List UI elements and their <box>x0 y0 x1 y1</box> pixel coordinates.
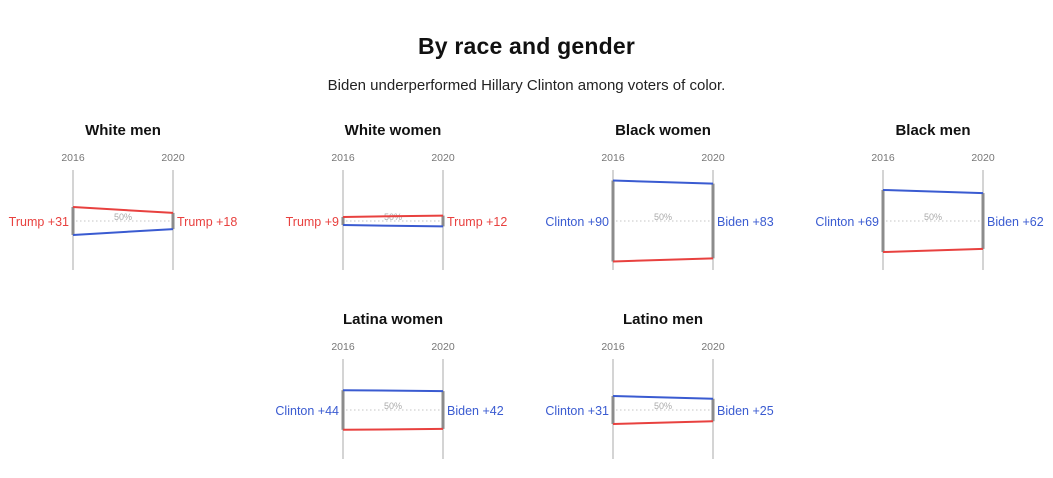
year-label-2020: 2020 <box>701 152 725 164</box>
page-title: By race and gender <box>417 33 636 59</box>
margin-label-2020: Biden +42 <box>447 404 504 418</box>
panel-title: Latino men <box>623 311 703 328</box>
margin-label-2016: Clinton +31 <box>545 404 609 418</box>
rep-share-line <box>342 427 444 431</box>
year-label-2016: 2016 <box>601 152 625 164</box>
dem-share-line <box>612 179 714 185</box>
year-label-2020: 2020 <box>971 152 995 164</box>
panel-title: White men <box>85 122 161 139</box>
year-label-2016: 2016 <box>601 341 625 353</box>
margin-label-2020: Biden +62 <box>987 215 1044 229</box>
year-label-2020: 2020 <box>431 341 455 353</box>
rep-share-line <box>612 420 714 425</box>
margin-label-2016: Clinton +44 <box>275 404 339 418</box>
midline-label: 50% <box>384 401 402 411</box>
rep-share-line <box>612 257 714 263</box>
dem-share-line <box>72 228 174 236</box>
panel-title: Black men <box>895 122 970 139</box>
year-label-2020: 2020 <box>701 341 725 353</box>
panel-title: Latina women <box>343 311 443 328</box>
year-label-2016: 2016 <box>61 152 85 164</box>
margin-label-2016: Trump +9 <box>286 215 339 229</box>
page-subtitle: Biden underperformed Hillary Clinton amo… <box>327 77 726 94</box>
margin-label-2020: Trump +18 <box>177 215 237 229</box>
panel-title: Black women <box>615 122 711 139</box>
margin-label-2020: Biden +83 <box>717 215 774 229</box>
rep-share-line <box>882 247 984 254</box>
dem-share-line <box>342 224 444 228</box>
year-label-2016: 2016 <box>331 341 355 353</box>
margin-label-2020: Trump +12 <box>447 215 507 229</box>
dem-share-line <box>882 188 984 195</box>
year-label-2016: 2016 <box>331 152 355 164</box>
midline-label: 50% <box>114 212 132 222</box>
dem-share-line <box>612 395 714 400</box>
year-label-2020: 2020 <box>161 152 185 164</box>
margin-label-2016: Clinton +90 <box>545 215 609 229</box>
midline-label: 50% <box>924 212 942 222</box>
midline-label: 50% <box>654 212 672 222</box>
year-label-2020: 2020 <box>431 152 455 164</box>
rep-share-line <box>72 206 174 214</box>
rep-share-line <box>342 214 444 218</box>
panel-title: White women <box>345 122 442 139</box>
year-label-2016: 2016 <box>871 152 895 164</box>
dem-share-line <box>342 389 444 393</box>
margin-label-2020: Biden +25 <box>717 404 774 418</box>
margin-label-2016: Trump +31 <box>9 215 69 229</box>
margin-label-2016: Clinton +69 <box>815 215 879 229</box>
midline-label: 50% <box>654 401 672 411</box>
